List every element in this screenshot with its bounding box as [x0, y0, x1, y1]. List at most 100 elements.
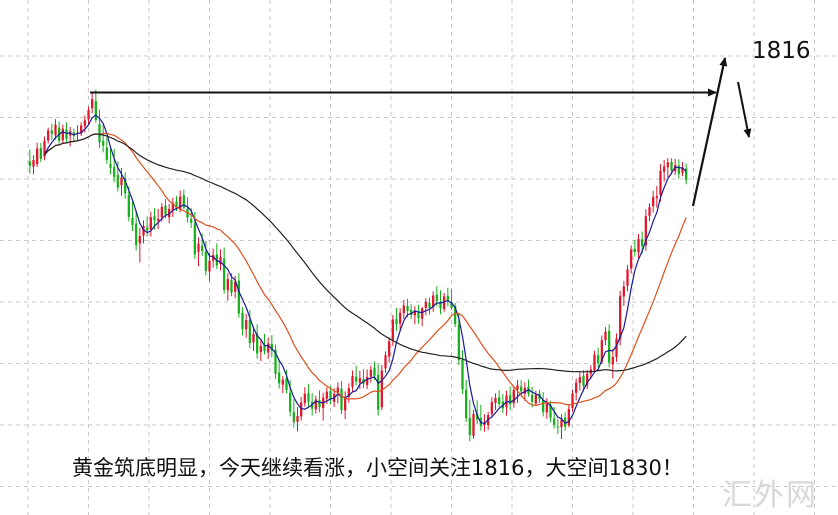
candle-body: [325, 391, 328, 399]
candle: [604, 327, 607, 346]
candle: [377, 364, 380, 416]
candle-body: [142, 225, 145, 236]
candle: [685, 163, 688, 185]
candle-body: [116, 174, 119, 188]
candle-body: [303, 393, 306, 404]
candle-body: [358, 378, 361, 383]
candle: [285, 369, 288, 394]
candle-body: [109, 163, 112, 168]
candle-body: [340, 388, 343, 411]
candle-body: [545, 403, 548, 413]
candle-body: [245, 320, 248, 330]
candle-body: [476, 413, 479, 420]
candle-body: [626, 269, 629, 286]
candle-body: [157, 219, 160, 221]
candle: [157, 208, 160, 230]
candle-body: [190, 219, 193, 223]
candle-body: [571, 393, 574, 409]
candle: [226, 273, 229, 301]
candle-body: [171, 203, 174, 211]
candle-body: [72, 132, 75, 136]
candle: [171, 197, 174, 217]
candle: [582, 370, 585, 392]
candle: [149, 211, 152, 237]
candle: [358, 370, 361, 389]
target-price-label: 1816: [752, 38, 811, 64]
candle: [413, 306, 416, 325]
candle-body: [91, 99, 94, 109]
candle-body: [677, 165, 680, 174]
candle: [105, 137, 108, 164]
candle: [652, 190, 655, 213]
candle: [182, 189, 185, 209]
candle: [633, 239, 636, 257]
candle: [109, 146, 112, 175]
candle: [630, 245, 633, 274]
site-watermark: 汇外网: [722, 478, 818, 513]
candle: [410, 304, 413, 320]
candle-body: [289, 392, 292, 412]
candle: [388, 337, 391, 363]
candle-body: [296, 416, 299, 422]
candle: [355, 365, 358, 386]
candle-body: [300, 402, 303, 417]
candle-body: [549, 404, 552, 418]
candle: [501, 394, 504, 413]
candle-body: [208, 260, 211, 272]
candle-body: [461, 359, 464, 390]
candle-body: [274, 349, 277, 374]
candle: [615, 333, 618, 362]
candle: [307, 383, 310, 407]
candle: [91, 92, 94, 114]
candle: [542, 392, 545, 417]
candle: [237, 273, 240, 318]
candle: [567, 405, 570, 428]
projected-rise-arrow: [691, 57, 728, 207]
candle: [28, 149, 31, 174]
candle: [142, 220, 145, 244]
candle: [98, 109, 101, 149]
candle-body: [380, 370, 383, 408]
candle-body: [641, 239, 644, 247]
candle: [124, 172, 127, 199]
candle-body: [633, 248, 636, 253]
candle: [655, 186, 658, 208]
candle-body: [424, 302, 427, 308]
candle: [113, 148, 116, 183]
candle: [637, 233, 640, 259]
candle: [531, 386, 534, 408]
candle-body: [553, 418, 556, 425]
candle-body: [47, 130, 50, 141]
candle-body: [402, 305, 405, 314]
candle: [362, 369, 365, 389]
candle-body: [87, 110, 90, 120]
candle-body: [630, 249, 633, 269]
candle-body: [413, 310, 416, 316]
candle-body: [454, 305, 457, 324]
candle-body: [329, 391, 332, 400]
candle-body: [160, 206, 163, 218]
candle: [399, 308, 402, 332]
candle-body: [307, 393, 310, 402]
candle-body: [490, 402, 493, 414]
candle: [80, 122, 83, 136]
candle-body: [267, 343, 270, 353]
candle-body: [201, 245, 204, 251]
candle: [677, 159, 680, 179]
candle: [421, 306, 424, 327]
candle-body: [131, 217, 134, 225]
candle: [208, 252, 211, 282]
candle-body: [516, 385, 519, 390]
candle: [69, 126, 72, 147]
candle-body: [94, 100, 97, 120]
candle-body: [659, 170, 662, 196]
candle-body: [32, 159, 35, 167]
candle-body: [347, 388, 350, 397]
candle-body: [61, 128, 64, 141]
candle: [586, 369, 589, 389]
candle-body: [248, 319, 251, 344]
candle: [465, 379, 468, 422]
candle: [450, 289, 453, 310]
candle-body: [575, 382, 578, 393]
